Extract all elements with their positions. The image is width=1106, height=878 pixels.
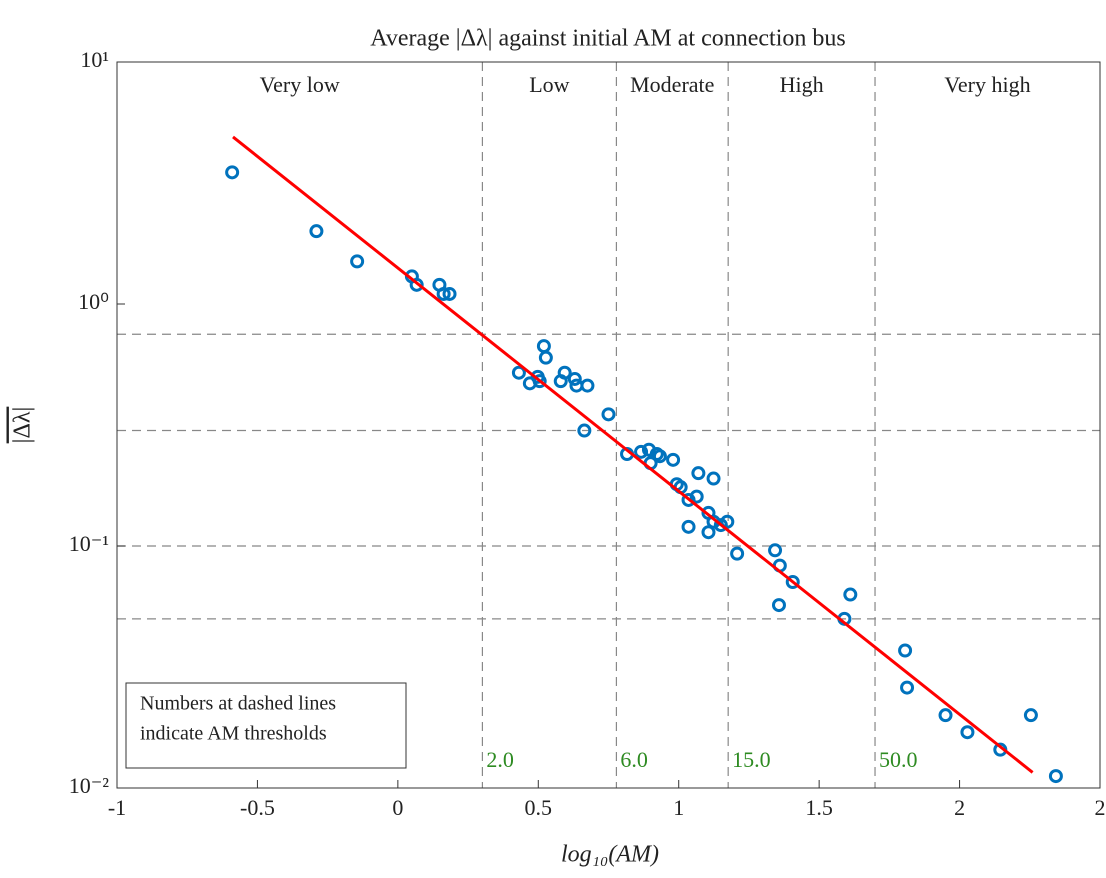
x-axis-label: log₁₀(AM) [561,842,659,868]
point [900,680,915,695]
x-tick-label: 0.5 [525,795,553,820]
point [938,708,953,723]
x-tick-label: 1.5 [805,795,833,820]
point [768,543,783,558]
point [532,374,547,389]
point [577,423,592,438]
point [536,339,551,354]
threshold-label: 50.0 [879,747,918,772]
point [843,587,858,602]
x-tick-label: 0 [392,795,403,820]
point [309,224,324,239]
x-tick-label: -0.5 [240,795,275,820]
region-label: Very low [260,72,340,97]
annotation-text: Numbers at dashed lines [140,693,336,715]
plot-frame [116,61,1101,789]
point [634,444,649,459]
fit-line [232,135,1034,774]
x-tick-label: -1 [108,795,126,820]
point [436,286,451,301]
region-label: Very high [944,72,1030,97]
point [557,365,572,380]
point [785,574,800,589]
point [960,725,975,740]
region-label: High [780,72,824,97]
point [350,254,365,269]
region-label: Low [529,72,569,97]
annotation-text: indicate AM thresholds [140,723,327,745]
threshold-label: 15.0 [732,747,771,772]
x-tick-label: 1 [673,795,684,820]
point [409,277,424,292]
y-tick-label: 10⁰ [78,289,109,314]
point [538,350,553,365]
point [706,471,721,486]
point [681,519,696,534]
y-tick-label: 10⁻² [69,773,110,798]
point [511,365,526,380]
point [442,286,457,301]
point [666,452,681,467]
x-tick-label: 2 [1095,795,1106,820]
x-tick-label: 2 [954,795,965,820]
point [730,546,745,561]
point [1048,769,1063,784]
point [691,466,706,481]
point [652,449,667,464]
point [898,643,913,658]
point [1023,708,1038,723]
point [713,518,728,533]
point [681,492,696,507]
y-axis-label: |Δλ| [10,407,36,444]
point [580,378,595,393]
chart-title: Average |Δλ| against initial AM at conne… [370,26,845,52]
threshold-label: 6.0 [620,747,648,772]
point [701,525,716,540]
annotation-box [125,682,407,769]
point [225,165,240,180]
point [601,407,616,422]
threshold-label: 2.0 [486,747,514,772]
y-tick-label: 10¹ [80,47,109,72]
region-label: Moderate [630,72,714,97]
point [771,598,786,613]
y-tick-label: 10⁻¹ [69,531,109,556]
point [567,371,582,386]
